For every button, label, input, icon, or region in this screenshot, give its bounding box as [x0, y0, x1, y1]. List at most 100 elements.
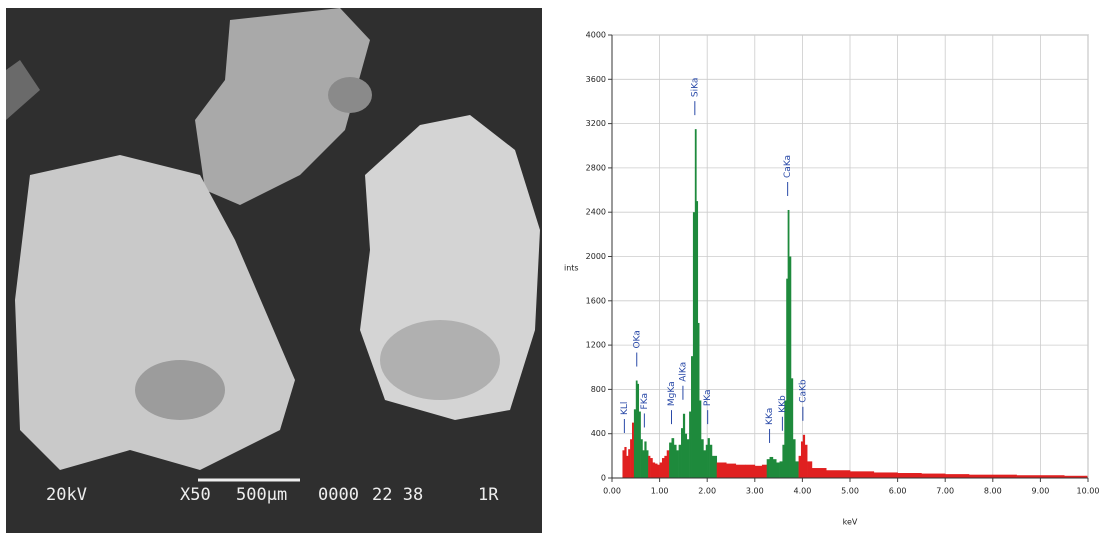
spectrum-bar	[652, 462, 655, 478]
spectrum-bar	[681, 428, 683, 478]
spectrum-bar	[805, 445, 808, 478]
y-tick-label: 4000	[586, 31, 606, 40]
spectrum-bar	[624, 447, 626, 478]
x-tick-label: 7.00	[936, 487, 954, 496]
spectrum-bar	[726, 464, 736, 478]
code: 0000	[318, 485, 359, 505]
spectrum-bar	[622, 450, 624, 478]
spectrum-bar	[691, 356, 693, 478]
peak-label: SiKa	[690, 78, 700, 97]
spectrum-bar	[667, 450, 670, 478]
page: 20kV X50 500µm 0000 22 38 1R ints keV 0 4…	[0, 0, 1101, 533]
spectrum-bar	[628, 449, 630, 478]
chart: ints keV 0400800120016002000240028003200…	[564, 31, 1099, 527]
spectrum-bar	[782, 445, 784, 478]
peak-label: CaKa	[783, 155, 793, 178]
x-tick-label: 6.00	[889, 487, 907, 496]
y-tick-label: 2400	[586, 208, 606, 217]
spectrum-bar	[662, 458, 665, 478]
spectrum-bar	[717, 462, 727, 478]
spectrum-bar	[630, 439, 632, 478]
y-tick-label: 800	[591, 385, 606, 394]
spectrum-bar	[657, 465, 660, 478]
y-tick-label: 1200	[586, 341, 606, 350]
y-tick-label: 3600	[586, 75, 606, 84]
spectrum-bar	[626, 456, 628, 478]
spectrum-bar	[795, 461, 799, 478]
peak-label: MgKa	[667, 381, 677, 406]
spectrum-bar	[755, 466, 762, 478]
spectrum-bar	[807, 461, 812, 478]
spectrum-bar	[639, 412, 641, 478]
spectrum-bar	[689, 412, 691, 478]
spectrum-bar	[789, 257, 791, 479]
peak-label: FKa	[640, 393, 650, 409]
spectrum-bar	[644, 441, 646, 478]
y-axis-label: ints	[564, 264, 579, 273]
x-tick-label: 2.00	[698, 487, 716, 496]
spectrum-bar	[780, 461, 783, 478]
magnification: X50	[180, 485, 211, 505]
scale: 500µm	[236, 485, 287, 505]
label: 1R	[478, 485, 499, 505]
spectrum-bar	[826, 470, 850, 478]
peak-label: AlKa	[678, 362, 688, 382]
bubble	[135, 360, 225, 420]
spectrum-bar	[812, 468, 827, 478]
x-tick-label: 4.00	[793, 487, 811, 496]
spectrum-bar	[921, 474, 945, 478]
spectrum-bar	[745, 465, 755, 478]
spectrum-bar	[701, 439, 704, 478]
spectrum-bar	[664, 456, 667, 478]
spectrum-bar	[736, 465, 746, 478]
bubble	[380, 320, 500, 400]
spectrum-bar	[632, 423, 634, 478]
spectrum-bar	[712, 456, 717, 478]
peak-label: PKa	[703, 389, 713, 406]
spectrum-bar	[770, 457, 774, 478]
y-tick-label: 400	[591, 429, 606, 438]
peak-label: KLl	[620, 402, 630, 415]
x-tick-label: 5.00	[841, 487, 859, 496]
spectrum-bar	[791, 378, 793, 478]
spectrum-bar	[641, 439, 643, 478]
spectrum-bar	[634, 409, 636, 478]
spectrum-bar	[703, 450, 706, 478]
spectrum-bar	[699, 400, 701, 478]
peak-label: KKa	[765, 408, 775, 425]
y-tick-label: 0	[601, 474, 606, 483]
y-tick-label: 3200	[586, 119, 606, 128]
spectrum-bar	[672, 438, 675, 478]
micrograph: 20kV X50 500µm 0000 22 38 1R	[6, 8, 542, 533]
peak-label: OKa	[632, 330, 642, 348]
spectrum-bar	[660, 462, 663, 478]
spectrum-bar	[679, 445, 682, 478]
spectrum-bar	[710, 445, 713, 478]
spectrum-bar	[693, 212, 695, 478]
spectrum-bar	[650, 458, 653, 478]
spectrum-bar	[642, 450, 644, 478]
spectrum-bar	[803, 435, 805, 478]
spectrum-bar	[773, 459, 777, 478]
spectrum-bar	[676, 450, 679, 478]
y-tick-label: 2000	[586, 252, 606, 261]
bubble	[328, 77, 372, 113]
voltage: 20kV	[46, 485, 87, 505]
spectrum-bar	[874, 472, 898, 478]
x-tick-label: 9.00	[1031, 487, 1049, 496]
spectrum-bar	[850, 471, 874, 478]
spectrum-bar	[683, 414, 685, 478]
spectrum-bar	[801, 441, 803, 478]
x-axis-label: keV	[843, 518, 858, 527]
spectrum-bar	[706, 445, 708, 478]
spectrum-bar	[646, 450, 648, 478]
spectrum-bar	[799, 456, 802, 478]
spectrum-bar	[898, 473, 922, 478]
number: 22 38	[372, 485, 423, 505]
spectrum-bar	[685, 434, 687, 478]
peak-label: CaKb	[798, 379, 808, 403]
x-tick-label: 8.00	[984, 487, 1002, 496]
y-tick-label: 1600	[586, 296, 606, 305]
x-tick-label: 0.00	[603, 487, 621, 496]
spectrum-bar	[776, 462, 780, 478]
